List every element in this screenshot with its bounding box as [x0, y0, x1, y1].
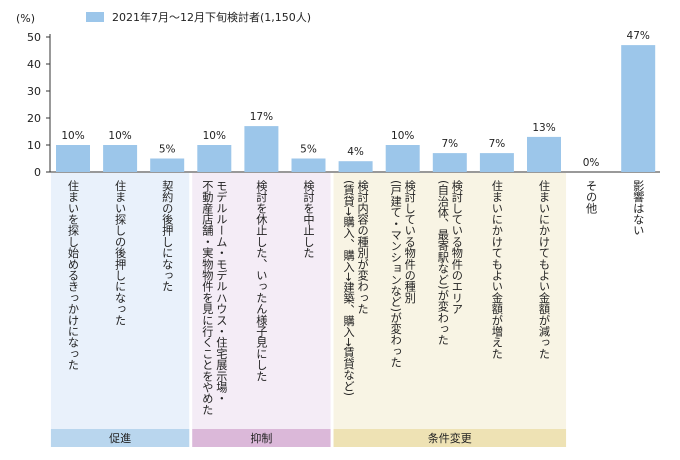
group-tag — [50, 429, 190, 447]
y-tick-label: 10 — [27, 139, 41, 152]
category-labels: 住まいを探し始めるきっかけになった 住まい探しの後押しになった 契約の後押しになった… — [67, 179, 645, 415]
bar-value-label: 10% — [108, 130, 131, 142]
category-label: 住まいにかけてもよい金額が減った — [538, 179, 551, 359]
y-tick-label: 40 — [27, 58, 41, 71]
category-label: その他 — [585, 180, 598, 214]
category-label: 検討を中止した — [302, 179, 315, 259]
bar-value-label: 10% — [391, 130, 414, 142]
bar-value-label: 10% — [203, 130, 226, 142]
bar-value-label: 5% — [159, 144, 176, 156]
category-label: 検討している物件の種別 — [403, 179, 416, 304]
category-label: 影響はない — [632, 180, 645, 236]
bar-value-label: 13% — [532, 122, 555, 134]
category-label: 検討している物件のエリア — [450, 179, 463, 315]
bar — [385, 145, 420, 172]
bar — [103, 145, 138, 172]
category-label: (賃貸→購入、購入→建築、購入→賃貸など) — [342, 180, 355, 396]
bar-value-label: 4% — [347, 146, 364, 158]
group-background — [192, 173, 331, 447]
legend-label: 2021年7月〜12月下旬検討者(1,150人) — [112, 10, 311, 24]
legend: 2021年7月〜12月下旬検討者(1,150人) — [86, 10, 311, 24]
category-label: 住まいにかけてもよい金額が増えた — [490, 179, 503, 359]
category-label: 検討を休止した、いったん様子見にした — [255, 179, 268, 382]
group-background — [333, 173, 567, 447]
category-label: モデルルーム・モデルハウス・住宅展示場・ — [215, 180, 228, 404]
bar — [150, 158, 185, 172]
bar — [432, 153, 467, 172]
category-label: (戸建て・マンションなど)が変わった — [389, 180, 402, 368]
bar-value-label: 10% — [61, 130, 84, 142]
bar-value-label: 47% — [627, 30, 650, 42]
legend-swatch — [86, 12, 104, 22]
bar-value-label: 7% — [441, 138, 458, 150]
category-label: 検討内容の種別が変わった — [356, 179, 369, 315]
bar-value-label: 0% — [583, 157, 600, 169]
category-label: (自治体、最寄駅など)が変わった — [436, 180, 449, 346]
bar — [197, 145, 232, 172]
bars: 10% 10% 5% 10% 17% 5% 4% 10% 7% 7% 13% 0% 47% — [56, 30, 656, 172]
group-label: 促進 — [109, 431, 131, 445]
category-label: 住まいを探し始めるきっかけになった — [67, 179, 80, 371]
group-label: 抑制 — [250, 431, 272, 445]
group-tag — [333, 429, 567, 447]
bar-value-label: 7% — [489, 138, 506, 150]
bar — [244, 126, 279, 172]
category-label: 契約の後押しになった — [161, 179, 174, 292]
bar-value-label: 17% — [250, 111, 273, 123]
category-label: 不動産店舗・実物物件を見に行くことをやめた — [201, 180, 214, 415]
bar — [527, 136, 561, 172]
bar — [291, 158, 326, 172]
bar-value-label: 5% — [300, 144, 317, 156]
y-tick-label: 20 — [27, 112, 41, 125]
category-label: 住まい探しの後押しになった — [114, 179, 127, 326]
y-tick-label: 0 — [34, 166, 41, 179]
bar — [338, 161, 373, 172]
bar — [621, 45, 656, 172]
group-background — [50, 173, 190, 447]
group-backgrounds: 促進 抑制 条件変更 — [50, 173, 567, 447]
bar — [56, 145, 90, 172]
bar — [479, 153, 514, 172]
group-tag — [192, 429, 331, 447]
group-label: 条件変更 — [428, 431, 472, 445]
y-axis-unit: (%) — [16, 12, 35, 25]
y-tick-label: 30 — [27, 85, 41, 98]
y-tick-label: 50 — [27, 31, 41, 44]
